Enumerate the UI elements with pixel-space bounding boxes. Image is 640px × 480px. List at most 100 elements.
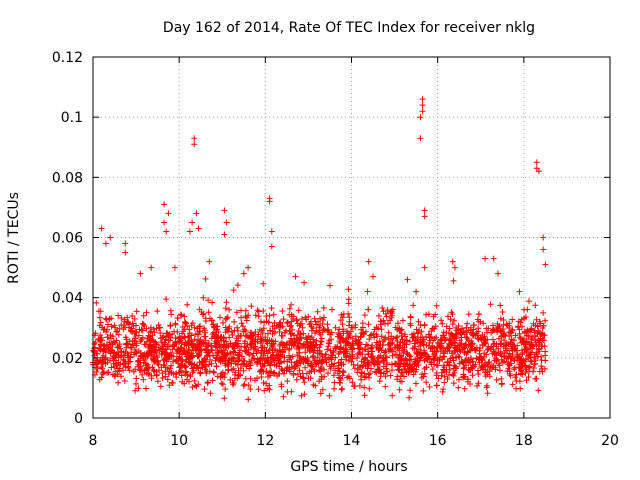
data-point [102,315,109,322]
data-point [98,364,105,370]
data-point [398,378,405,385]
data-point [477,345,484,352]
data-point [421,322,428,329]
data-point [494,327,501,334]
data-point [201,327,208,334]
data-point [231,318,238,325]
data-point [384,368,391,375]
data-point [358,330,365,337]
data-point [258,374,265,380]
data-point [339,336,346,343]
data-point [310,381,317,388]
data-point [469,372,476,379]
data-point [446,325,453,332]
data-point [528,358,535,365]
data-point [501,337,508,344]
data-point [244,333,250,340]
data-point [220,319,226,326]
data-point [324,321,331,328]
data-point [474,382,481,389]
data-point [280,349,286,356]
data-point [299,324,306,331]
data-point [136,326,143,333]
data-point [532,302,539,309]
data-point [118,322,125,329]
data-point [121,318,128,325]
data-point [396,386,403,393]
data-point [294,371,301,378]
data-point [475,328,482,335]
data-point [419,108,426,115]
data-point [135,348,142,355]
data-point [349,348,356,355]
data-point [286,345,293,352]
data-point [365,306,372,313]
data-point [242,347,249,354]
data-point [126,367,133,374]
data-point [236,347,243,354]
data-point [348,324,355,331]
data-point [135,332,142,339]
data-point [313,321,320,328]
data-point [536,345,543,352]
x-tick-label: 10 [170,433,188,449]
data-point [266,198,273,205]
data-point [499,309,506,315]
data-point [318,351,325,357]
data-point [177,363,184,370]
data-point [108,315,115,322]
data-point [127,328,134,335]
data-point [433,382,440,389]
data-point [538,353,545,360]
data-point [245,382,252,389]
data-point [178,368,185,375]
data-point [377,369,384,376]
x-axis-label: GPS time / hours [290,459,407,475]
data-point [125,341,132,348]
data-point [446,372,452,378]
data-point [340,361,347,368]
data-point [284,365,291,372]
data-point [453,324,459,331]
data-point [368,348,375,355]
data-point [526,363,533,370]
data-point [419,96,426,103]
x-tick-label: 18 [515,433,533,449]
data-point [440,362,447,369]
data-point [513,371,520,378]
data-point [197,323,204,330]
data-point [317,315,323,322]
data-point [240,367,247,374]
data-point [224,361,231,368]
data-point [105,321,111,328]
data-point [178,312,185,319]
data-point [172,320,179,327]
data-point [288,388,295,395]
data-point [511,357,518,364]
data-point [502,342,509,349]
data-point [446,362,453,369]
data-point [157,330,164,336]
data-point [261,348,268,355]
data-point [472,347,479,354]
data-point [310,349,317,356]
data-point [463,351,470,357]
y-tick-label: 0.06 [52,231,83,247]
data-point [257,367,264,374]
data-point [270,338,276,345]
data-point [376,338,383,345]
data-point [412,368,419,375]
data-point [400,360,407,367]
data-point [461,344,468,351]
data-point [295,307,302,314]
data-point [182,351,189,358]
data-point [163,358,170,365]
data-point [213,333,220,340]
data-point [161,219,168,226]
data-point [327,282,333,289]
data-point [451,264,458,271]
data-point [505,341,512,347]
data-point [210,329,217,336]
data-point [308,361,315,367]
data-point [148,375,155,382]
